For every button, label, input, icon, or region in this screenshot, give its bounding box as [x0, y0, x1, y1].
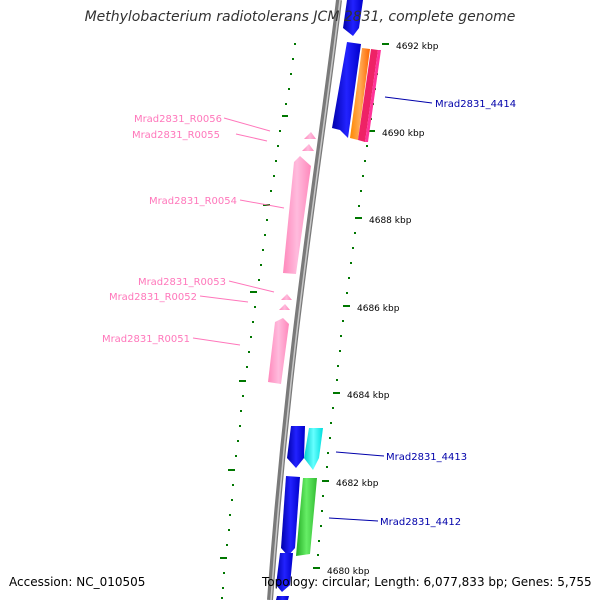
scale-label-4692: 4692 kbp	[396, 42, 439, 52]
rna-feature-R0052[interactable]	[279, 304, 290, 310]
genome-backbone	[267, 0, 342, 600]
rna-labels: Mrad2831_R0056 Mrad2831_R0055 Mrad2831_R…	[102, 114, 237, 345]
map-title: Methylobacterium radiotolerans JCM 2831,…	[84, 9, 516, 25]
cds-feature-4414-band-red[interactable]	[358, 49, 378, 142]
cds-feature-4414-band-orange[interactable]	[350, 48, 370, 140]
rna-label-R0056[interactable]: Mrad2831_R0056	[134, 114, 222, 125]
scale-label-4684: 4684 kbp	[347, 391, 390, 401]
scale-label-4690: 4690 kbp	[382, 129, 425, 139]
gene-label-4414[interactable]: Mrad2831_4414	[435, 99, 516, 110]
scale-labels: 4692 kbp 4690 kbp 4688 kbp 4686 kbp 4684…	[327, 42, 439, 577]
rna-label-R0052[interactable]: Mrad2831_R0052	[109, 292, 197, 303]
scale-label-4686: 4686 kbp	[357, 304, 400, 314]
cds-feature-bottom[interactable]	[276, 553, 293, 592]
rna-features	[268, 132, 316, 384]
cds-feature-4414-top[interactable]	[343, 0, 363, 36]
scale-label-4680: 4680 kbp	[327, 567, 370, 577]
accession-text: Accession: NC_010505	[9, 575, 146, 589]
gene-leader-lines	[328, 96, 433, 522]
rna-leader-lines	[192, 117, 285, 346]
rna-label-R0051[interactable]: Mrad2831_R0051	[102, 334, 190, 345]
cds-feature-4414[interactable]	[332, 42, 361, 138]
rna-feature-R0055[interactable]	[302, 144, 314, 151]
genome-backbone-highlight	[270, 0, 341, 600]
cds-feature-4412-blue[interactable]	[281, 476, 300, 556]
scale-label-4688: 4688 kbp	[369, 216, 412, 226]
cds-feature-4413-blue[interactable]	[287, 426, 305, 468]
scale-label-4682: 4682 kbp	[336, 479, 379, 489]
gene-label-4412[interactable]: Mrad2831_4412	[380, 517, 461, 528]
rna-label-R0053[interactable]: Mrad2831_R0053	[138, 277, 226, 288]
rna-feature-R0053[interactable]	[281, 294, 292, 300]
gene-label-4413[interactable]: Mrad2831_4413	[386, 452, 467, 463]
gene-labels: Mrad2831_4414 Mrad2831_4413 Mrad2831_441…	[380, 99, 516, 528]
cds-feature-4414-band-pink[interactable]	[365, 50, 381, 142]
rna-label-R0055[interactable]: Mrad2831_R0055	[132, 130, 220, 141]
rna-label-R0054[interactable]: Mrad2831_R0054	[149, 196, 237, 207]
rna-feature-R0051[interactable]	[268, 318, 289, 384]
cds-feature-bottom-2[interactable]	[276, 596, 289, 600]
rna-feature-R0056[interactable]	[304, 132, 316, 139]
cds-feature-4413[interactable]	[304, 428, 323, 470]
cds-feature-4412[interactable]	[296, 478, 317, 556]
rna-feature-R0054[interactable]	[283, 156, 311, 274]
topology-text: Topology: circular; Length: 6,077,833 bp…	[262, 575, 592, 589]
forward-strand-features	[276, 0, 381, 600]
